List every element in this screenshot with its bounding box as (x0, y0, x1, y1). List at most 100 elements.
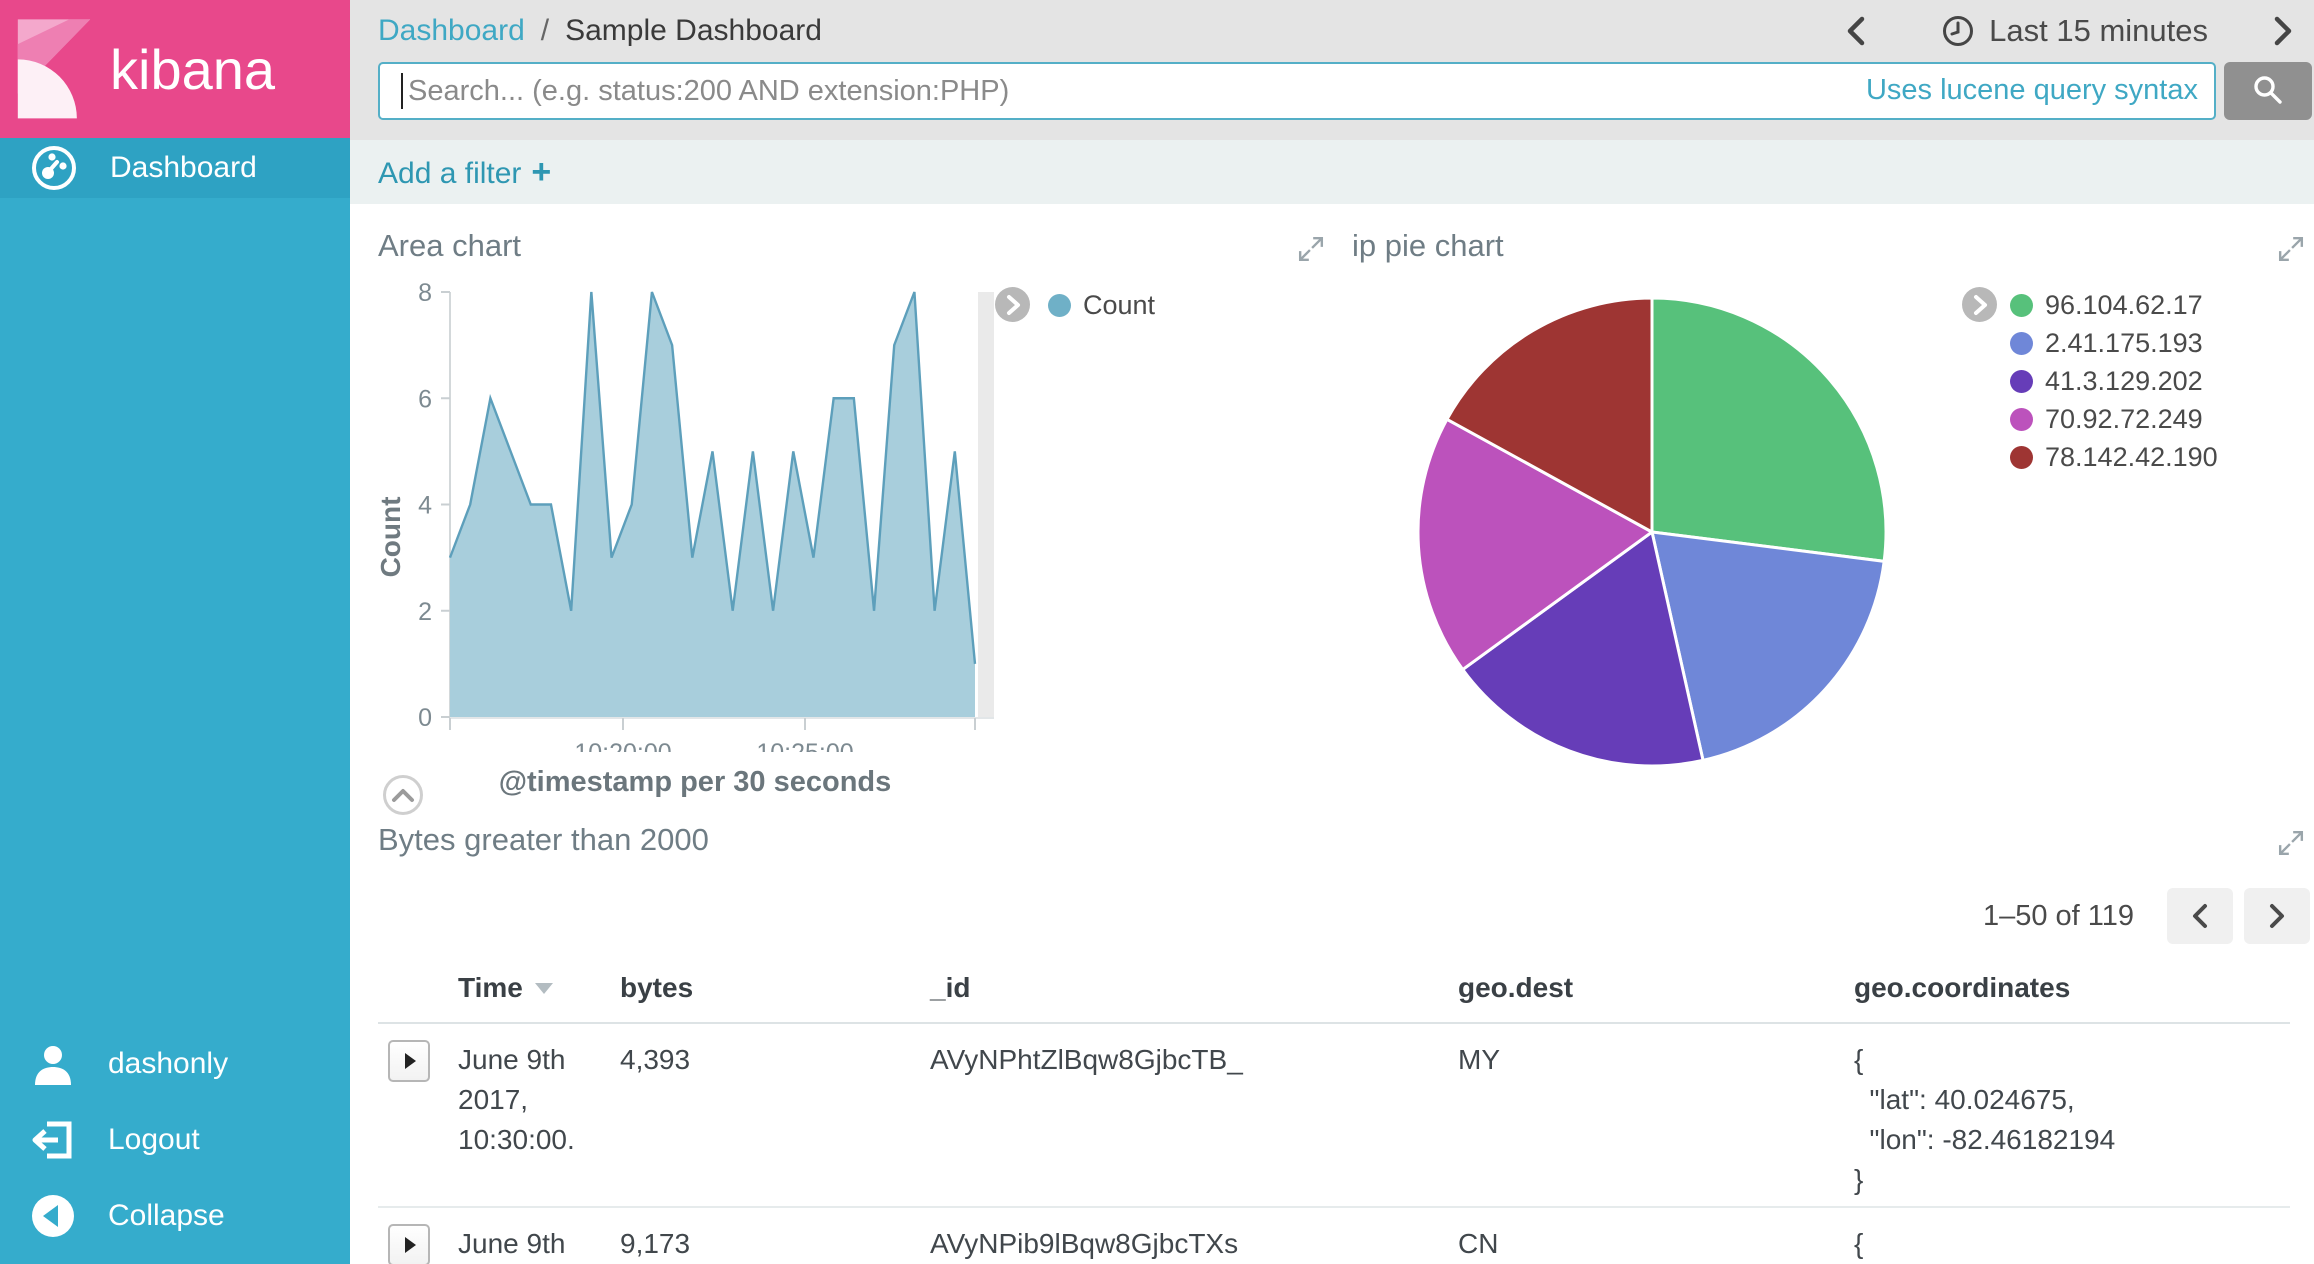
time-picker: Last 15 minutes (1835, 0, 2304, 62)
row-expand-button[interactable] (388, 1224, 430, 1264)
pie-chart-panel-title[interactable]: ip pie chart (1352, 228, 1504, 263)
pie-slice-2.41.175.193[interactable] (1650, 530, 1886, 763)
legend-dot-icon (1048, 293, 1071, 317)
breadcrumb-dashboard-link[interactable]: Dashboard (378, 14, 525, 47)
pie-slice-70.92.72.249[interactable] (1416, 417, 1655, 672)
expand-cell (378, 1208, 458, 1264)
caret-right-icon (405, 1237, 416, 1253)
sidebar-item-collapse[interactable]: Collapse (0, 1178, 350, 1254)
username-label: dashonly (108, 1047, 229, 1080)
cell-geo-coordinates: { "lat": 40.63333306, (1854, 1228, 1864, 1259)
column-header-label: Time (458, 972, 523, 1003)
time-forward-button[interactable] (2262, 14, 2304, 48)
y-tick-label: 0 (418, 704, 432, 732)
text-caret (401, 73, 403, 109)
legend-item-label: Count (1083, 289, 1156, 320)
cell-time: June 9th 2017, (458, 1228, 566, 1259)
collapse-label: Collapse (108, 1199, 225, 1232)
time-range-label[interactable]: Last 15 minutes (1989, 13, 2208, 48)
table-row: June 9th 2017, 9,173 AVyNPib9lBqw8GjbcTXs C… (378, 1208, 2290, 1264)
count-line (448, 291, 977, 664)
x-tick-label: 10:25:00 (756, 739, 853, 752)
filter-bar: Add a filter + (350, 140, 2314, 204)
top-bar: Dashboard / Sample Dashboard Last 15 min… (350, 0, 2314, 140)
cell-geo-coordinates: { "lat": 40.024675, "lon": -82.46182194 … (1854, 1044, 2116, 1195)
legend-item-label: 70.92.72.249 (2045, 403, 2203, 434)
partial-bucket-zone (978, 292, 994, 717)
row-expand-button[interactable] (388, 1040, 430, 1082)
table-pagination: 1–50 of 119 (1983, 888, 2310, 944)
count-area-series[interactable] (450, 292, 975, 717)
area-legend: Count (1048, 286, 1155, 324)
table-body: June 9th 2017, 10:30:00. 4,393 AVyNPhtZlBq… (378, 1024, 2290, 1264)
expand-cell (378, 1024, 458, 1206)
legend-item-label: 2.41.175.193 (2045, 327, 2203, 358)
pagination-prev-button[interactable] (2167, 888, 2233, 944)
search-button[interactable] (2224, 62, 2312, 120)
breadcrumb: Dashboard / Sample Dashboard Last 15 min… (350, 0, 2314, 62)
pie-chart (1416, 296, 1888, 768)
pie-expand-icon[interactable] (2278, 236, 2304, 267)
pagination-count: 1–50 of 119 (1982, 899, 2134, 932)
add-filter-link[interactable]: Add a filter + (378, 153, 551, 192)
sidebar-footer: dashonly Logout (0, 1026, 350, 1264)
legend-item-96.104.62.17[interactable]: 96.104.62.17 (2010, 286, 2218, 324)
cell-time: June 9th 2017, 10:30:00. (458, 1044, 575, 1155)
dashboard-content: Area chart 0 2 4 6 8 10:20:00 10:25:00 Count @t… (350, 204, 2314, 1264)
area-chart-panel-title[interactable]: Area chart (378, 228, 522, 263)
x-tick-label: 10:20:00 (574, 739, 671, 752)
sidebar-item-user[interactable]: dashonly (0, 1026, 350, 1102)
lucene-syntax-link[interactable]: Uses lucene query syntax (1865, 74, 2198, 106)
table-row: June 9th 2017, 10:30:00. 4,393 AVyNPhtZlBq… (378, 1024, 2290, 1208)
y-tick-label: 8 (418, 279, 432, 307)
pagination-next-button[interactable] (2244, 888, 2310, 944)
column-header-Time[interactable]: Time (458, 952, 620, 1008)
cell-id: AVyNPhtZlBqw8GjbcTB_ (930, 1044, 1243, 1075)
table-expand-icon[interactable] (2278, 830, 2304, 861)
area-chart[interactable]: 0 2 4 6 8 10:20:00 10:25:00 Count (380, 277, 1010, 752)
kibana-logo[interactable]: kibana (0, 0, 350, 138)
breadcrumb-separator: / (540, 14, 550, 47)
legend-item-label: 96.104.62.17 (2045, 289, 2203, 320)
search-input[interactable] (378, 62, 2216, 120)
legend-item-2.41.175.193[interactable]: 2.41.175.193 (2010, 324, 2218, 362)
legend-item-label: 78.142.42.190 (2045, 441, 2218, 472)
logout-icon (30, 1117, 76, 1163)
legend-item-70.92.72.249[interactable]: 70.92.72.249 (2010, 400, 2218, 438)
pie-slice-78.142.42.190[interactable] (1444, 296, 1654, 535)
breadcrumb-current: Sample Dashboard (565, 14, 822, 47)
cell-geo-dest: MY (1458, 1044, 1500, 1075)
dashboard-gauge-icon (30, 144, 78, 192)
legend-item-count[interactable]: Count (1048, 286, 1155, 324)
clock-icon (1941, 14, 1975, 48)
table-header-row: Time bytes _id geo.dest geo.coordinates (378, 952, 2290, 1024)
column-header-geo.coordinates[interactable]: geo.coordinates (1854, 952, 2290, 1008)
cell-bytes: 9,173 (620, 1228, 691, 1259)
area-y-axis-label: Count (380, 497, 406, 578)
caret-right-icon (405, 1053, 416, 1069)
sidebar-item-logout[interactable]: Logout (0, 1102, 350, 1178)
sort-desc-icon (534, 982, 553, 994)
column-header-bytes[interactable]: bytes (620, 952, 930, 1008)
legend-item-78.142.42.190[interactable]: 78.142.42.190 (2010, 438, 2218, 476)
legend-item-41.3.129.202[interactable]: 41.3.129.202 (2010, 362, 2218, 400)
column-header-label: geo.coordinates (1854, 972, 2071, 1003)
sidebar-spacer (0, 198, 350, 1026)
table-panel-title[interactable]: Bytes greater than 2000 (378, 822, 709, 857)
pie-legend-toggle[interactable] (1962, 287, 1997, 322)
area-expand-icon[interactable] (1298, 236, 1324, 267)
plus-icon: + (531, 152, 552, 191)
column-header-_id[interactable]: _id (930, 952, 1458, 1008)
pie-slice-96.104.62.17[interactable] (1650, 296, 1888, 564)
legend-dot-icon (2010, 445, 2033, 469)
scroll-up-button[interactable] (383, 775, 423, 815)
sidebar-item-dashboard[interactable]: Dashboard (0, 138, 350, 198)
column-header-geo.dest[interactable]: geo.dest (1458, 952, 1854, 1008)
user-icon (30, 1041, 76, 1087)
area-legend-toggle[interactable] (995, 287, 1030, 322)
search-bar: Uses lucene query syntax (350, 62, 2314, 140)
pie-slice-41.3.129.202[interactable] (1460, 529, 1705, 768)
y-tick-label: 2 (418, 598, 432, 626)
time-back-button[interactable] (1835, 14, 1877, 48)
sidebar-item-label: Dashboard (110, 151, 257, 184)
